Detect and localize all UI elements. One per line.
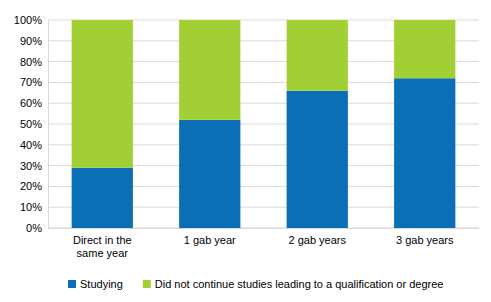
legend-item: Studying [68, 278, 123, 290]
y-tick: 80% [20, 56, 48, 68]
legend-swatch [68, 280, 76, 288]
y-tick-label: 100% [14, 14, 42, 26]
x-tick-label-line: 3 gab years [396, 234, 454, 246]
grid [48, 20, 479, 228]
x-tick-label: Direct in thesame year [73, 234, 132, 259]
y-tick-label: 70% [20, 76, 42, 88]
legend-swatch [143, 280, 151, 288]
x-tick-label-line: 1 gab year [184, 234, 236, 246]
y-tick-label: 40% [20, 139, 42, 151]
y-tick: 40% [20, 139, 48, 151]
y-tick: 60% [20, 97, 48, 109]
y-tick-label: 30% [20, 160, 42, 172]
bar-segment [179, 120, 240, 228]
y-tick: 30% [20, 160, 48, 172]
y-tick: 50% [20, 118, 48, 130]
legend-item: Did not continue studies leading to a qu… [143, 278, 444, 290]
x-tick: 1 gab year [184, 228, 236, 246]
legend-label: Studying [80, 278, 123, 290]
x-tick-label: 3 gab years [396, 234, 454, 246]
x-tick-label-line: Direct in the [73, 234, 132, 246]
y-axis-line [48, 21, 49, 229]
y-axis: 0% 10% 20% 30% 40% 50% 60% 70% 80% 90% 100% [14, 14, 49, 234]
y-tick-label: 10% [20, 201, 42, 213]
x-axis-line [49, 228, 480, 229]
y-tick: 0% [26, 222, 48, 234]
x-axis: Direct in thesame year 1 gab year 2 gab ye… [49, 228, 480, 259]
x-tick-label: 2 gab years [288, 234, 346, 246]
y-tick: 90% [20, 35, 48, 47]
y-tick: 20% [20, 180, 48, 192]
plot: 0% 10% 20% 30% 40% 50% 60% 70% 80% 90% 100% Direct … [14, 14, 480, 259]
chart: 0% 10% 20% 30% 40% 50% 60% 70% 80% 90% 100% Direct … [0, 0, 491, 302]
legend-label: Did not continue studies leading to a qu… [155, 278, 444, 290]
y-tick-label: 0% [26, 222, 42, 234]
y-tick: 10% [20, 201, 48, 213]
y-tick-label: 20% [20, 180, 42, 192]
x-tick-label-line: 2 gab years [288, 234, 346, 246]
bar-segment [287, 20, 348, 91]
bar-segment [394, 78, 455, 228]
bar-segment [287, 91, 348, 228]
bar-segment [72, 168, 133, 228]
x-tick-label: 1 gab year [184, 234, 236, 246]
bars [72, 20, 456, 228]
x-tick: 3 gab years [396, 228, 454, 246]
x-tick-label-line: same year [77, 247, 129, 259]
y-tick-label: 60% [20, 97, 42, 109]
x-tick: Direct in thesame year [73, 228, 132, 259]
y-tick: 70% [20, 76, 48, 88]
bar-segment [394, 20, 455, 78]
legend: Studying Did not continue studies leading… [68, 278, 443, 290]
bar-segment [72, 20, 133, 168]
x-tick: 2 gab years [288, 228, 346, 246]
y-tick-label: 90% [20, 35, 42, 47]
y-tick-label: 50% [20, 118, 42, 130]
bar-segment [179, 20, 240, 120]
y-tick: 100% [14, 14, 48, 26]
y-tick-label: 80% [20, 56, 42, 68]
